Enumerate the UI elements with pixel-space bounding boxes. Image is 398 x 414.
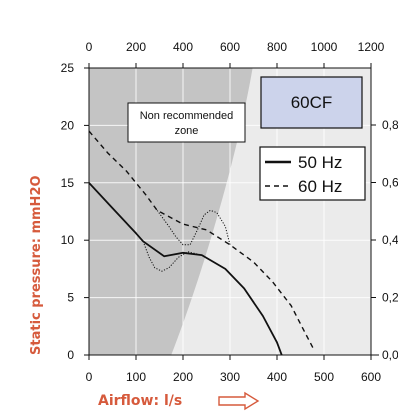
series-50hz-unstable xyxy=(142,241,202,272)
y-right-tick-label: 0,8 xyxy=(382,118,398,132)
model-label: 60CF xyxy=(291,93,333,112)
legend-label-60hz: 60 Hz xyxy=(298,177,342,196)
x-top-tick-label: 1000 xyxy=(311,40,338,54)
y-right-tick-label: 0,6 xyxy=(382,176,398,190)
y-right-tick-label: 0,2 xyxy=(382,291,398,305)
axes xyxy=(84,63,379,360)
x-tick-label: 0 xyxy=(86,370,93,384)
y-tick-label: 20 xyxy=(61,118,75,132)
x-top-tick-label: 1200 xyxy=(358,40,385,54)
x-top-tick-label: 800 xyxy=(267,40,287,54)
x-top-tick-label: 600 xyxy=(220,40,240,54)
model-box: 60CF xyxy=(260,76,363,129)
annotation-line-2: zone xyxy=(175,125,199,137)
x-top-tick-label: 0 xyxy=(86,40,93,54)
annotation-line-1: Non recommended xyxy=(140,110,234,122)
y-right-tick-label: 0,0 xyxy=(382,348,398,362)
y-tick-label: 0 xyxy=(67,348,74,362)
legend-label-50hz: 50 Hz xyxy=(298,153,342,172)
annotation-box: Non recommended zone xyxy=(127,102,246,143)
x-tick-label: 500 xyxy=(314,370,334,384)
series-50hz-line xyxy=(89,182,283,355)
y-tick-label: 15 xyxy=(61,176,75,190)
x-tick-label: 300 xyxy=(220,370,240,384)
x-top-tick-label: 400 xyxy=(173,40,193,54)
x-top-tick-label: 200 xyxy=(126,40,146,54)
x-tick-label: 600 xyxy=(361,370,381,384)
series-60hz-unstable xyxy=(156,209,231,246)
y-tick-label: 5 xyxy=(67,291,74,305)
legend: 50 Hz 60 Hz xyxy=(259,146,366,201)
x-tick-label: 400 xyxy=(267,370,287,384)
y-tick-label: 10 xyxy=(61,233,75,247)
x-tick-label: 200 xyxy=(173,370,193,384)
y-axis-label: Static pressure: mmH2O xyxy=(29,175,44,355)
x-axis-label: Airflow: l/s xyxy=(98,393,182,409)
y-tick-label: 25 xyxy=(61,61,75,75)
y-right-tick-label: 0,4 xyxy=(382,233,398,247)
series-lines xyxy=(89,130,315,355)
right-arrow-icon xyxy=(218,391,260,411)
x-tick-label: 100 xyxy=(126,370,146,384)
series-60hz-line xyxy=(89,130,315,350)
